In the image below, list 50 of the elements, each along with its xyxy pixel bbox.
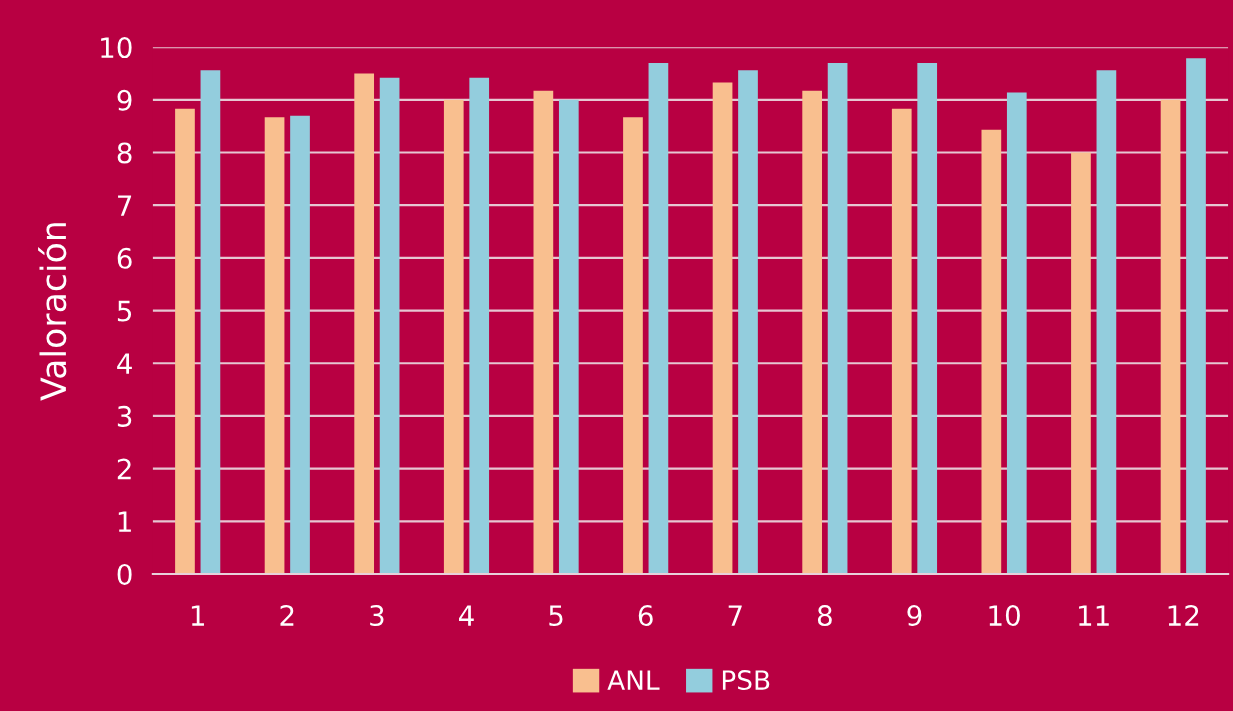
- bar: [981, 129, 1002, 574]
- bar: [648, 62, 669, 574]
- bar: [1006, 92, 1027, 574]
- bar: [712, 82, 733, 574]
- x-tick-label: 6: [638, 605, 653, 627]
- bar: [533, 90, 554, 574]
- y-tick-label: 10: [101, 37, 132, 59]
- y-tick-label: 6: [117, 247, 132, 269]
- y-axis-title: Valoración: [38, 223, 67, 401]
- x-tick-label: 3: [370, 605, 384, 627]
- bar: [1071, 152, 1091, 574]
- legend-label: ANL: [607, 670, 660, 690]
- y-tick-label: 9: [117, 89, 132, 111]
- bar: [802, 90, 823, 574]
- x-tick-label: 1: [191, 605, 204, 626]
- legend-label: PSB: [722, 670, 770, 691]
- x-tick-label: 7: [728, 605, 742, 626]
- bar: [200, 70, 221, 574]
- y-tick-label: 7: [118, 195, 132, 216]
- bar: [175, 108, 195, 574]
- bar: [1160, 99, 1181, 574]
- x-tick-label: 4: [459, 605, 474, 626]
- bar: [1186, 58, 1206, 574]
- x-tick-label: 11: [1079, 605, 1109, 626]
- bar: [264, 117, 285, 574]
- x-tick-label: 2: [280, 605, 294, 626]
- y-tick-label: 4: [117, 353, 132, 374]
- x-tick-label: 9: [907, 605, 922, 627]
- bar: [1096, 70, 1117, 574]
- y-tick-label: 3: [117, 405, 132, 427]
- bar: [738, 70, 758, 574]
- bar: [469, 77, 490, 574]
- bar: [443, 99, 464, 574]
- bar: [623, 117, 643, 574]
- bar: [891, 108, 912, 574]
- bar: [827, 62, 848, 574]
- bar: [379, 77, 400, 574]
- y-tick-label: 5: [117, 300, 132, 322]
- bar: [917, 62, 938, 574]
- x-tick-label: 10: [989, 605, 1020, 627]
- y-tick-label: 8: [117, 142, 132, 164]
- y-tick-label: 0: [117, 563, 132, 585]
- bar: [354, 73, 375, 574]
- x-tick-label: 5: [549, 605, 563, 627]
- y-tick-label: 1: [118, 511, 131, 532]
- y-tick-label: 2: [117, 458, 131, 480]
- bar: [290, 115, 310, 574]
- x-tick-label: 12: [1168, 605, 1199, 626]
- bar: [558, 99, 579, 574]
- x-tick-label: 8: [817, 605, 832, 627]
